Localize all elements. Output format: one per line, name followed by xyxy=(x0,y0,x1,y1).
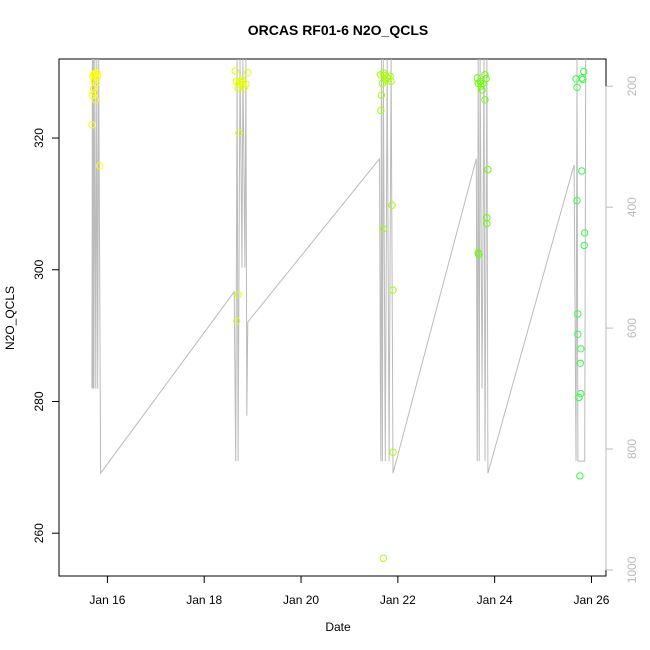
secondary-y-axis: 200 400 600 800 1000 xyxy=(605,76,639,583)
series-rf03 xyxy=(376,69,397,562)
pressure-trace-line xyxy=(91,58,587,475)
x-tick-label: Jan 22 xyxy=(380,593,416,607)
data-point xyxy=(389,448,397,456)
data-point xyxy=(389,286,397,294)
data-point xyxy=(481,96,489,104)
data-point xyxy=(580,67,588,76)
data-point xyxy=(239,81,247,89)
x-tick-label: Jan 26 xyxy=(573,593,609,607)
data-point xyxy=(233,317,241,325)
y-tick-label: 260 xyxy=(32,523,46,543)
data-point xyxy=(96,162,104,170)
data-point xyxy=(481,71,489,79)
y-tick-label: 300 xyxy=(32,259,46,279)
data-point xyxy=(478,86,486,94)
data-point xyxy=(573,196,581,205)
data-point xyxy=(576,472,584,480)
data-point xyxy=(577,345,585,353)
data-point xyxy=(387,77,395,86)
data-point xyxy=(235,129,243,137)
data-point xyxy=(91,96,100,104)
data-point xyxy=(386,72,394,80)
y2-tick-label: 200 xyxy=(625,76,639,96)
data-point xyxy=(475,250,483,259)
data-point xyxy=(234,291,242,299)
data-point xyxy=(240,84,248,92)
data-point xyxy=(578,74,586,82)
data-point xyxy=(574,310,582,318)
x-axis-label: Date xyxy=(325,620,351,634)
data-point xyxy=(578,167,586,175)
data-point xyxy=(377,106,385,115)
data-point xyxy=(574,330,582,338)
data-point xyxy=(575,393,583,402)
series-rf02 xyxy=(231,67,252,325)
chart-title: ORCAS RF01-6 N2O_QCLS xyxy=(248,22,428,38)
series-rf05 xyxy=(572,67,589,480)
y-axis: 260 280 300 320 xyxy=(32,128,60,543)
x-tick-label: Jan 24 xyxy=(477,593,513,607)
data-point xyxy=(577,389,585,398)
data-point xyxy=(581,229,589,237)
data-point xyxy=(377,91,386,99)
data-point xyxy=(244,69,252,77)
y2-tick-label: 400 xyxy=(625,197,639,217)
x-tick-label: Jan 16 xyxy=(89,593,125,607)
data-point xyxy=(91,88,99,97)
data-point xyxy=(378,79,387,88)
data-point xyxy=(93,69,101,77)
data-point xyxy=(482,75,490,83)
data-points-layer xyxy=(88,67,589,562)
data-point xyxy=(242,80,250,88)
data-point xyxy=(484,165,492,174)
y-axis-label: N2O_QCLS xyxy=(3,286,17,350)
y-tick-label: 320 xyxy=(32,128,46,148)
data-point xyxy=(579,75,587,84)
data-point xyxy=(88,121,96,129)
data-point xyxy=(379,554,387,562)
series-rf01 xyxy=(88,69,104,170)
data-point xyxy=(573,83,581,92)
data-point xyxy=(379,225,387,233)
series-rf04 xyxy=(473,71,492,259)
data-point xyxy=(238,75,246,84)
data-point xyxy=(388,201,396,209)
y2-tick-label: 600 xyxy=(625,318,639,338)
pressure-trace-layer xyxy=(91,58,587,475)
data-point xyxy=(231,67,239,75)
x-tick-label: Jan 18 xyxy=(186,593,222,607)
plot-frame xyxy=(58,58,607,577)
x-tick-label: Jan 20 xyxy=(283,593,319,607)
y2-tick-label: 800 xyxy=(625,439,639,459)
data-point xyxy=(580,241,588,250)
data-point xyxy=(483,219,491,228)
x-axis: Jan 16 Jan 18 Jan 20 Jan 22 Jan 24 Jan 26 xyxy=(89,575,610,607)
y-tick-label: 280 xyxy=(32,391,46,411)
data-point xyxy=(576,359,584,367)
y2-tick-label: 1000 xyxy=(625,556,639,583)
